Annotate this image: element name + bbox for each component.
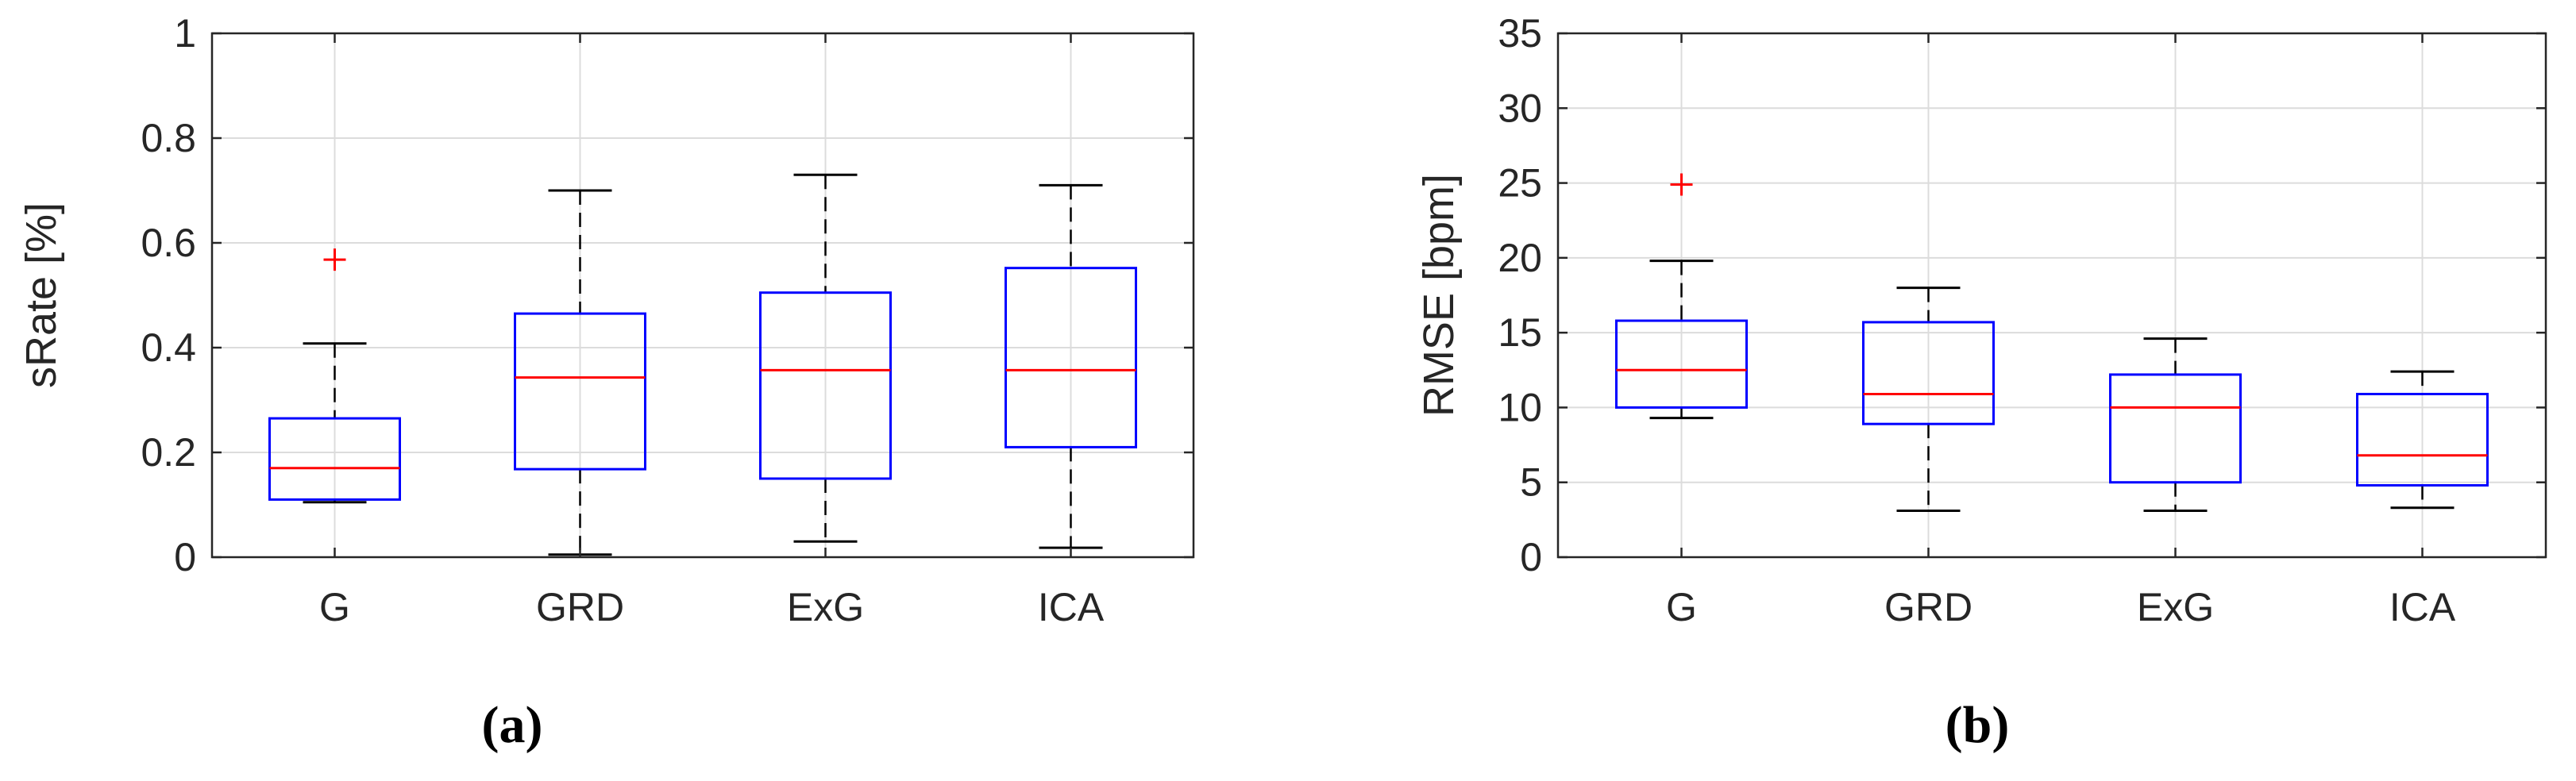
y-tick-label: 0 [1520, 535, 1542, 579]
box-iqr [1615, 319, 1748, 409]
y-tick-label: 10 [1498, 385, 1542, 429]
x-tick-label: ICA [2389, 585, 2456, 629]
y-tick-label: 0 [174, 535, 196, 579]
x-tick-label: ICA [1038, 585, 1105, 629]
x-tick-label: ExG [2137, 585, 2214, 629]
x-tick-label: GRD [536, 585, 624, 629]
box-iqr [2109, 373, 2242, 484]
axes-frame [1556, 32, 2547, 559]
box-iqr [1005, 267, 1137, 448]
box-iqr [514, 312, 646, 471]
y-axis-label: RMSE [bpm] [1415, 174, 1463, 417]
box-group [2356, 370, 2489, 510]
box-iqr [759, 291, 892, 480]
outlier-marker [323, 248, 346, 271]
y-tick-label: 35 [1498, 11, 1542, 56]
chart-panel: 0 5 10 15 20 25 30 35 G GRD ExG ICA RMSE [bpm] (b) [1415, 11, 2547, 754]
axes-frame [210, 32, 1195, 559]
box-group [1005, 183, 1137, 549]
box-group [759, 173, 892, 543]
box-group [1615, 173, 1748, 420]
y-tick-label: 20 [1498, 236, 1542, 280]
panel-caption: (b) [1945, 696, 2010, 754]
y-tick-label: 0.8 [141, 116, 196, 160]
y-tick-label: 0.6 [141, 221, 196, 265]
box-group [268, 248, 401, 504]
outlier-marker [1670, 173, 1693, 196]
box-iqr [2356, 392, 2489, 487]
panel-caption: (a) [482, 696, 543, 754]
x-tick-label: G [1666, 585, 1697, 629]
x-tick-label: ExG [787, 585, 864, 629]
y-axis-label: sRate [%] [17, 202, 65, 388]
box-iqr [1862, 321, 1995, 425]
x-tick-label: GRD [1884, 585, 1972, 629]
box-group [1862, 287, 1995, 513]
y-tick-label: 1 [174, 11, 196, 56]
y-tick-label: 25 [1498, 161, 1542, 206]
box-group [2109, 337, 2242, 513]
y-tick-label: 0.4 [141, 325, 196, 370]
y-tick-label: 0.2 [141, 430, 196, 475]
box-iqr [268, 417, 401, 501]
y-tick-label: 5 [1520, 460, 1542, 505]
x-tick-label: G [319, 585, 350, 629]
y-tick-label: 15 [1498, 310, 1542, 355]
y-tick-label: 30 [1498, 86, 1542, 130]
chart-panel: 0 0.2 0.4 0.6 0.8 1 G GRD ExG ICA sRate [%] (a) [17, 11, 1195, 754]
